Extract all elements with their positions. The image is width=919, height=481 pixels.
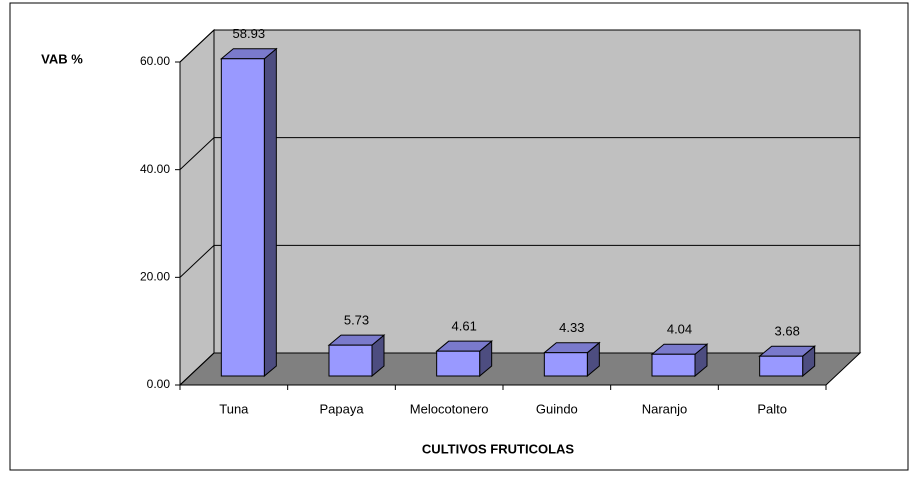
y-tick-label: 20.00 <box>140 270 170 284</box>
y-tick-label: 40.00 <box>140 162 170 176</box>
bar <box>220 58 265 377</box>
bar-side <box>263 47 277 378</box>
data-label: 58.93 <box>233 26 266 41</box>
y-tick-label: 60.00 <box>140 54 170 68</box>
floor <box>178 352 862 386</box>
bar <box>651 353 696 377</box>
x-tick-label: Melocotonero <box>410 401 489 416</box>
x-axis-title: CULTIVOS FRUTICOLAS <box>422 441 574 456</box>
bar <box>759 355 804 377</box>
left-wall <box>179 28 215 387</box>
grid-line-side <box>179 137 215 171</box>
back-wall <box>213 29 861 354</box>
bar <box>436 350 481 377</box>
bar <box>543 352 588 377</box>
grid-line-side <box>179 352 215 386</box>
grid-line-side <box>179 29 215 63</box>
data-label: 4.61 <box>452 319 477 334</box>
data-label: 3.68 <box>775 324 800 339</box>
data-label: 5.73 <box>344 313 369 328</box>
data-label: 4.33 <box>559 320 584 335</box>
x-tick-label: Naranjo <box>642 401 688 416</box>
y-axis-title: VAB % <box>41 51 83 66</box>
x-tick-label: Tuna <box>219 401 249 416</box>
data-label: 4.04 <box>667 322 692 337</box>
y-tick-label: 0.00 <box>147 377 171 391</box>
grid-line-side <box>179 244 215 278</box>
x-tick-label: Papaya <box>319 401 364 416</box>
x-tick-label: Guindo <box>536 401 578 416</box>
bar <box>328 344 373 377</box>
x-tick-label: Palto <box>757 401 787 416</box>
